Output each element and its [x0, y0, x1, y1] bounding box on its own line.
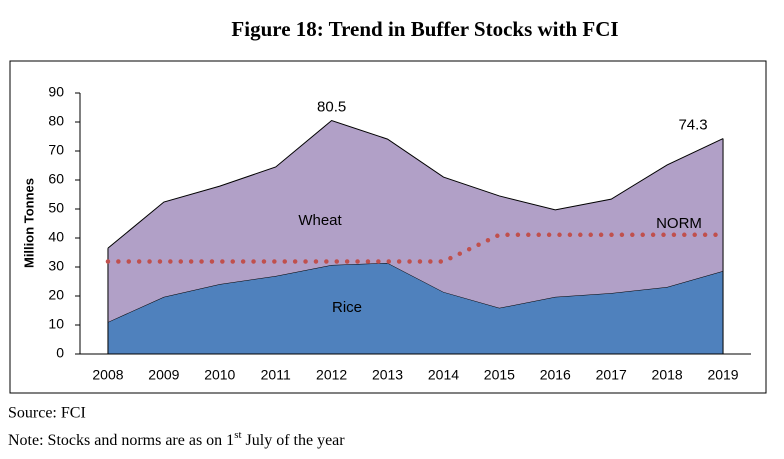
y-tick-label: 70: [48, 142, 64, 158]
y-tick-label: 20: [48, 287, 64, 303]
y-tick-label: 0: [56, 345, 64, 361]
note-sup: st: [234, 429, 241, 441]
y-tick-label: 60: [48, 171, 64, 187]
note-text: July of the year: [242, 432, 346, 449]
area: [107, 120, 724, 323]
y-axis-title: Million Tonnes: [21, 178, 36, 268]
x-tick-label: 2011: [261, 367, 291, 383]
annotation: 80.5: [317, 99, 346, 116]
chart-frame: [9, 60, 767, 394]
y-tick-label: 40: [48, 229, 64, 245]
area-edge: [107, 119, 724, 249]
x-tick-label: 2009: [148, 367, 179, 383]
annotation: 74.3: [678, 116, 707, 133]
y-tick-label: 50: [48, 200, 64, 216]
x-tick-label: 2008: [92, 367, 123, 383]
x-tick-label: 2014: [428, 367, 459, 383]
x-tick-label: 2013: [372, 367, 403, 383]
y-tick-label: 30: [48, 258, 64, 274]
source: Source: FCI: [8, 405, 86, 422]
series-label: NORM: [656, 215, 702, 232]
x-tick-label: 2015: [484, 367, 515, 383]
x-tick-label: 2017: [596, 367, 627, 383]
norm-line: [105, 232, 726, 264]
x-tick-label: 2018: [652, 367, 683, 383]
x-tick-label: 2019: [707, 367, 738, 383]
y-tick-label: 10: [48, 316, 64, 332]
series-label: Wheat: [298, 212, 342, 229]
area: [107, 262, 724, 354]
note-text: Note: Stocks and norms are as on 1: [8, 432, 234, 449]
x-tick-label: 2012: [316, 367, 347, 383]
x-tick-label: 2016: [540, 367, 571, 383]
note: Note: Stocks and norms are as on 1st Jul…: [8, 429, 345, 449]
y-tick-label: 80: [48, 113, 64, 129]
chart-title: Figure 18: Trend in Buffer Stocks with F…: [231, 17, 618, 41]
series-label: Rice: [332, 299, 362, 316]
y-tick-label: 90: [48, 84, 64, 100]
x-tick-label: 2010: [204, 367, 235, 383]
